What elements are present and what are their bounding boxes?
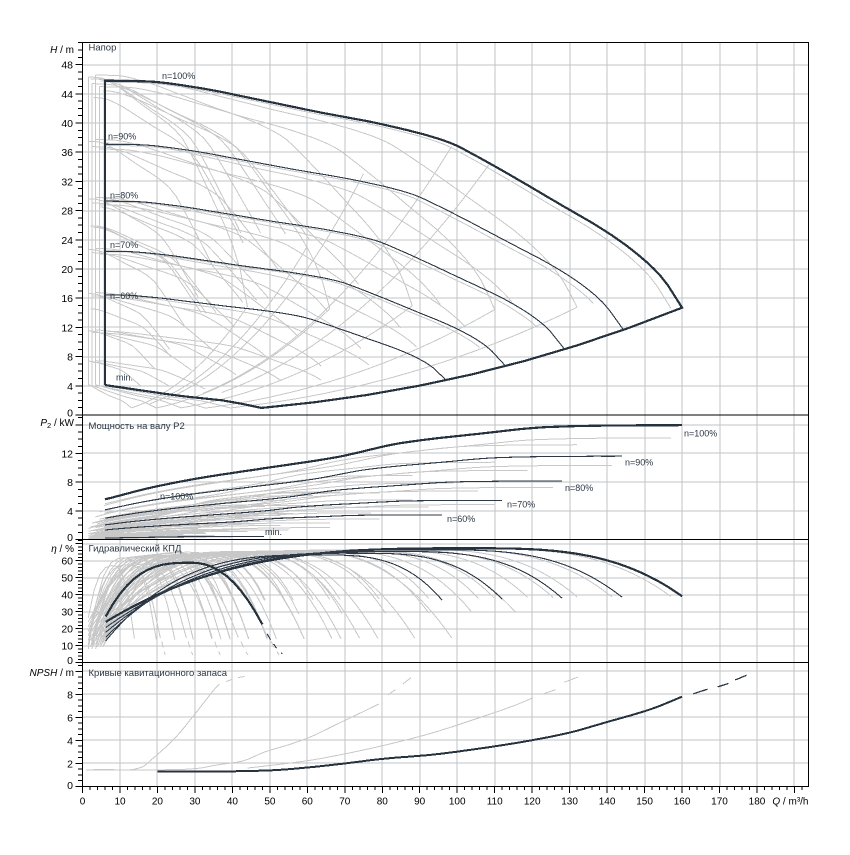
svg-text:10: 10 [114, 797, 126, 808]
svg-text:10: 10 [61, 641, 73, 653]
svg-text:6: 6 [67, 712, 73, 724]
svg-text:4: 4 [67, 506, 73, 518]
svg-text:0: 0 [67, 655, 73, 667]
svg-text:50: 50 [264, 797, 276, 808]
svg-text:20: 20 [152, 797, 164, 808]
svg-text:n=60%: n=60% [447, 514, 475, 524]
svg-text:80: 80 [377, 797, 389, 808]
svg-text:0: 0 [67, 780, 73, 792]
svg-text:4: 4 [67, 735, 73, 747]
svg-text:48: 48 [61, 60, 73, 72]
svg-text:Q / m³/h: Q / m³/h [772, 797, 808, 808]
svg-text:30: 30 [189, 797, 201, 808]
svg-text:η / %: η / % [51, 544, 74, 555]
svg-text:24: 24 [61, 235, 73, 247]
svg-text:170: 170 [711, 797, 728, 808]
svg-text:130: 130 [561, 797, 578, 808]
svg-text:60: 60 [61, 556, 73, 568]
svg-text:NPSH / m: NPSH / m [30, 668, 74, 679]
svg-text:P2 / kW: P2 / kW [40, 418, 74, 430]
svg-text:44: 44 [61, 89, 73, 101]
svg-text:110: 110 [487, 797, 503, 808]
svg-text:120: 120 [524, 797, 541, 808]
svg-text:n=90%: n=90% [625, 458, 653, 468]
svg-text:30: 30 [61, 607, 73, 619]
svg-text:28: 28 [61, 206, 73, 218]
svg-text:Кривые кавитационного запаса: Кривые кавитационного запаса [89, 668, 228, 679]
svg-text:n=80%: n=80% [565, 483, 593, 493]
svg-text:n=70%: n=70% [110, 240, 138, 250]
svg-text:0: 0 [80, 797, 86, 808]
svg-text:8: 8 [67, 689, 73, 701]
svg-text:160: 160 [674, 797, 691, 808]
svg-text:50: 50 [61, 573, 73, 585]
svg-text:20: 20 [61, 264, 73, 276]
svg-text:min.: min. [116, 373, 133, 383]
svg-text:2: 2 [67, 759, 73, 771]
svg-text:36: 36 [61, 147, 73, 159]
svg-text:150: 150 [636, 797, 653, 808]
svg-text:n=100%: n=100% [162, 71, 195, 81]
svg-text:40: 40 [61, 590, 73, 602]
svg-text:0: 0 [67, 532, 73, 544]
svg-text:70: 70 [339, 797, 351, 808]
svg-text:90: 90 [414, 797, 426, 808]
svg-text:140: 140 [599, 797, 616, 808]
svg-text:n=80%: n=80% [110, 191, 138, 201]
svg-text:12: 12 [61, 449, 73, 461]
svg-text:n=90%: n=90% [108, 132, 136, 142]
svg-text:20: 20 [61, 624, 73, 636]
svg-text:8: 8 [67, 477, 73, 489]
svg-text:min.: min. [265, 527, 282, 537]
svg-text:60: 60 [302, 797, 314, 808]
svg-text:32: 32 [61, 176, 73, 188]
svg-text:n=100%: n=100% [684, 429, 717, 439]
svg-text:n=60%: n=60% [110, 291, 138, 301]
svg-text:40: 40 [61, 118, 73, 130]
svg-text:180: 180 [749, 797, 766, 808]
svg-text:n=70%: n=70% [507, 500, 535, 510]
svg-text:Напор: Напор [89, 43, 117, 54]
svg-text:H / m: H / m [50, 45, 74, 56]
svg-text:Гидравлический КПД: Гидравлический КПД [89, 544, 182, 555]
svg-text:12: 12 [61, 322, 73, 334]
svg-text:40: 40 [227, 797, 239, 808]
svg-text:16: 16 [61, 293, 73, 305]
svg-text:n=100%: n=100% [160, 492, 193, 502]
svg-text:Мощность на валу P2: Мощность на валу P2 [89, 421, 185, 432]
svg-text:4: 4 [67, 381, 73, 393]
svg-text:0: 0 [67, 408, 73, 420]
svg-text:8: 8 [67, 352, 73, 364]
svg-text:100: 100 [449, 797, 466, 808]
